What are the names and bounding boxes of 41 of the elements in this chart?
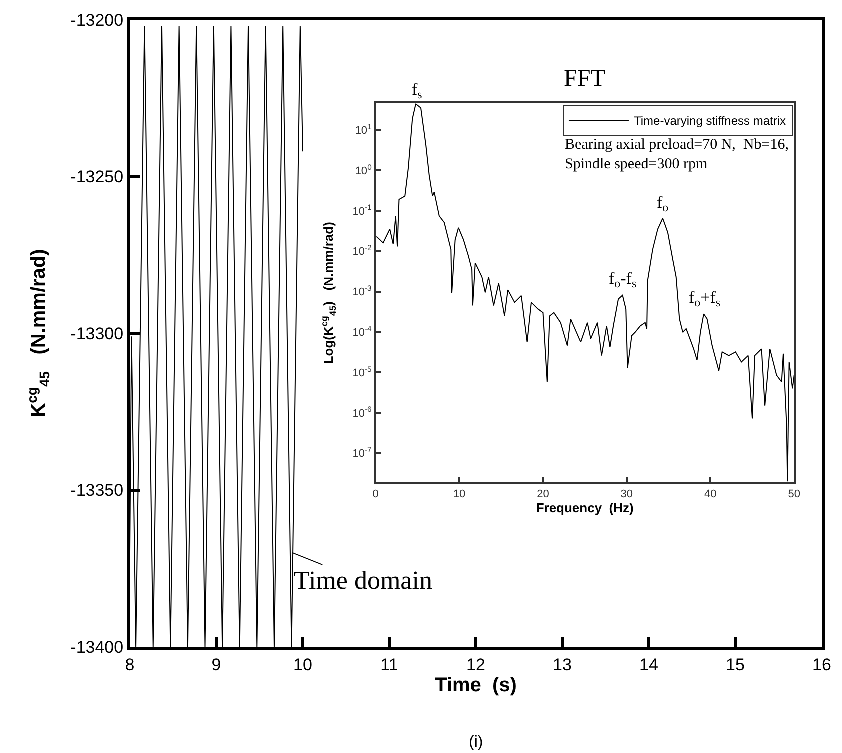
annotation: f$_{o}$+f$_{s}$ xyxy=(689,288,721,310)
y-tick-label: 10$^{-1}$ xyxy=(352,203,372,218)
x-tick-label: 15 xyxy=(726,655,745,674)
x-tick-label: 16 xyxy=(812,655,832,674)
x-tick-label: 40 xyxy=(704,488,717,500)
x-axis-title: Time (s) xyxy=(435,674,517,696)
x-axis-title: Frequency (Hz) xyxy=(536,500,634,516)
x-tick-label: 0 xyxy=(372,488,379,500)
y-tick-label: 10$^{-7}$ xyxy=(352,446,372,460)
x-tick-label: 20 xyxy=(537,488,550,500)
annotation: f$_{s}$ xyxy=(412,80,423,102)
y-tick-label: -13350 xyxy=(70,481,124,500)
chart-title: FFT xyxy=(564,66,606,92)
y-tick-label: 10$^{-5}$ xyxy=(352,364,372,380)
annotation: f$_{o}$ xyxy=(657,193,669,215)
x-tick-label: 9 xyxy=(212,655,222,674)
y-tick-label: 10$^{-6}$ xyxy=(352,405,372,420)
y-tick-label: -13300 xyxy=(70,324,124,344)
x-tick-label: 12 xyxy=(466,655,486,674)
y-tick-label: -13200 xyxy=(70,10,124,30)
x-tick-label: 30 xyxy=(620,488,634,500)
y-tick-label: 10$^{0}$ xyxy=(355,162,372,178)
x-tick-label: 10 xyxy=(294,655,312,674)
y-tick-label: 10$^{1}$ xyxy=(355,122,372,137)
x-tick-label: 10 xyxy=(453,488,466,500)
annotation: Time domain xyxy=(294,566,432,595)
x-tick-label: 14 xyxy=(640,655,658,674)
line-series xyxy=(376,104,794,482)
x-tick-label: 11 xyxy=(380,655,398,674)
y-tick-label: 10$^{-2}$ xyxy=(352,244,372,258)
y-tick-label: 10$^{-3}$ xyxy=(352,284,372,299)
annotation: f$_{o}$-f$_{s}$ xyxy=(609,269,637,291)
x-tick-label: 8 xyxy=(125,655,135,674)
y-tick-label: 10$^{-4}$ xyxy=(352,324,373,340)
y-tick-label: -13250 xyxy=(70,168,124,187)
legend-label: Time-varying stiffness matrix xyxy=(634,114,786,128)
x-tick-label: 13 xyxy=(553,655,572,674)
text: (i) xyxy=(469,734,484,751)
x-tick-label: 50 xyxy=(788,488,800,500)
y-tick-label: -13400 xyxy=(70,638,124,657)
annotation: Bearing axial preload=70 N, Nb=16, Spindle speed=300 rpm xyxy=(565,137,789,172)
